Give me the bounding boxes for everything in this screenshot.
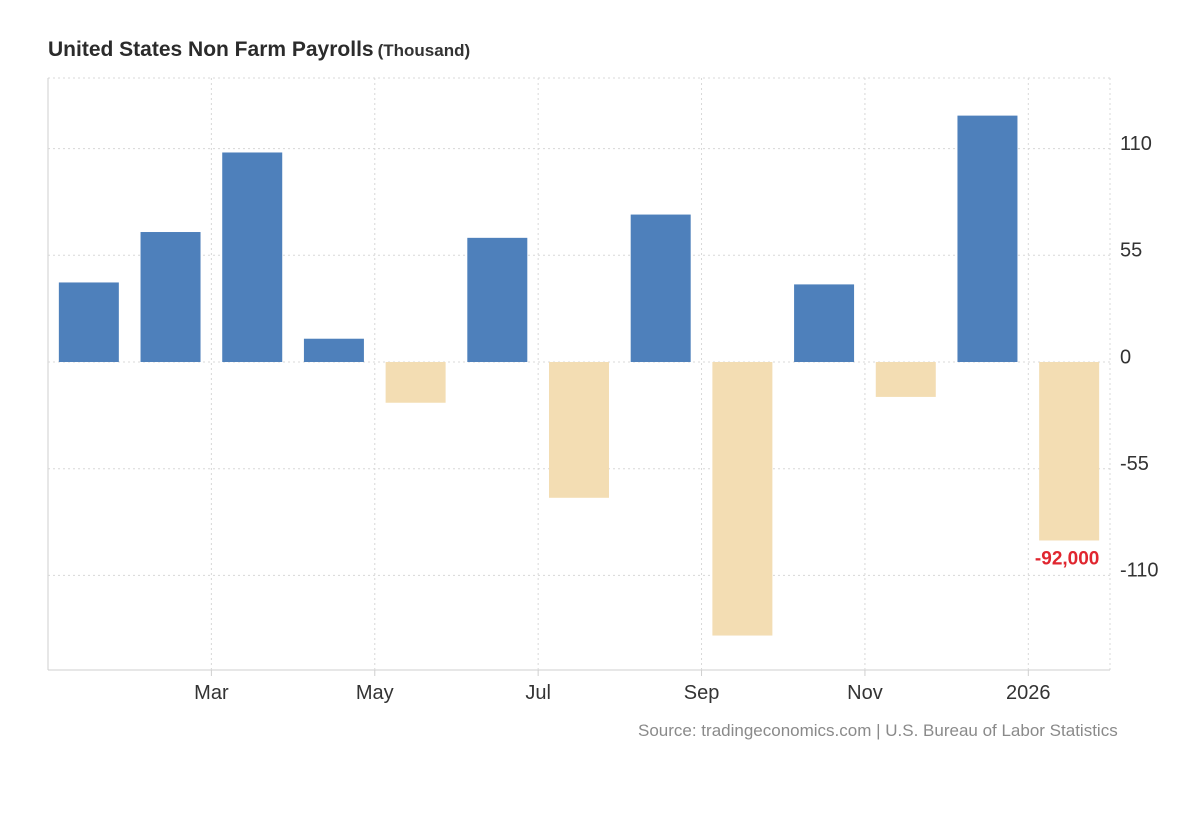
bar bbox=[794, 284, 855, 362]
x-tick-label: May bbox=[356, 682, 394, 704]
bar bbox=[630, 214, 691, 362]
source-note: Source: tradingeconomics.com | U.S. Bure… bbox=[638, 721, 1118, 740]
bar bbox=[957, 115, 1018, 363]
bar bbox=[222, 152, 283, 362]
bar bbox=[303, 338, 364, 362]
bar bbox=[712, 362, 773, 636]
chart-title: United States Non Farm Payrolls (Thousand… bbox=[48, 38, 470, 62]
y-tick-label: 0 bbox=[1120, 346, 1131, 368]
bar bbox=[58, 282, 119, 362]
title-text: United States Non Farm Payrolls bbox=[48, 38, 374, 61]
x-tick-label: Sep bbox=[684, 682, 720, 704]
y-tick-label: -55 bbox=[1120, 453, 1149, 475]
bar bbox=[467, 237, 528, 362]
y-tick-label: -110 bbox=[1120, 560, 1159, 582]
y-tick-label: 110 bbox=[1120, 133, 1152, 155]
data-label: -92,000 bbox=[1035, 548, 1099, 569]
x-tick-label: 2026 bbox=[1006, 682, 1051, 704]
x-tick-label: Nov bbox=[847, 682, 883, 704]
bar bbox=[549, 362, 609, 498]
x-tick-label: Jul bbox=[525, 682, 551, 704]
bar bbox=[140, 232, 201, 362]
y-tick-label: 55 bbox=[1120, 240, 1142, 262]
bar bbox=[385, 362, 446, 403]
bar bbox=[1039, 362, 1100, 541]
x-tick-label: Mar bbox=[194, 682, 229, 704]
title-unit: (Thousand) bbox=[377, 41, 471, 60]
bar bbox=[875, 362, 936, 397]
